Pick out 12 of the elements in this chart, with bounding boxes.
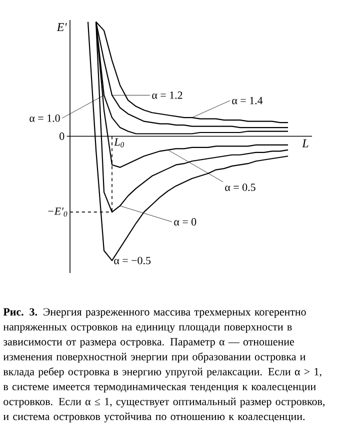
ref-line-label: 0 <box>60 132 64 140</box>
text: α = 0.5 <box>225 184 256 192</box>
series-label: α = 1.4 <box>232 96 263 104</box>
text: Рис. 3. Энергия разреженного массива трехмерных когерентно напряженных островков на единицу площади поверхности в зависимости от размера островка. Параметр α — отношение изменения поверхностной энергии при образовании островка и вклада ребер островка в энергию упругой релаксации. Если α > 1, в системе имеется термодинамическая тенденция к коалесценции островков. Если α ≤ 1, существует оптимальный размер островков, и система островков устойчива по отношению к коалесценции. <box>3 308 324 422</box>
text: α = 1.0 <box>30 114 60 122</box>
x-axis-title: L <box>302 139 308 148</box>
y-axis-title: E′ <box>56 23 67 32</box>
series-label: α = −0.5 <box>114 256 151 264</box>
text: α = 0 <box>174 218 196 226</box>
ref-line-label: −E′$_{0}$ <box>48 208 68 217</box>
legend-label: α = 1.2 <box>152 92 182 99</box>
annotation: L$_{0}$ <box>114 138 124 148</box>
